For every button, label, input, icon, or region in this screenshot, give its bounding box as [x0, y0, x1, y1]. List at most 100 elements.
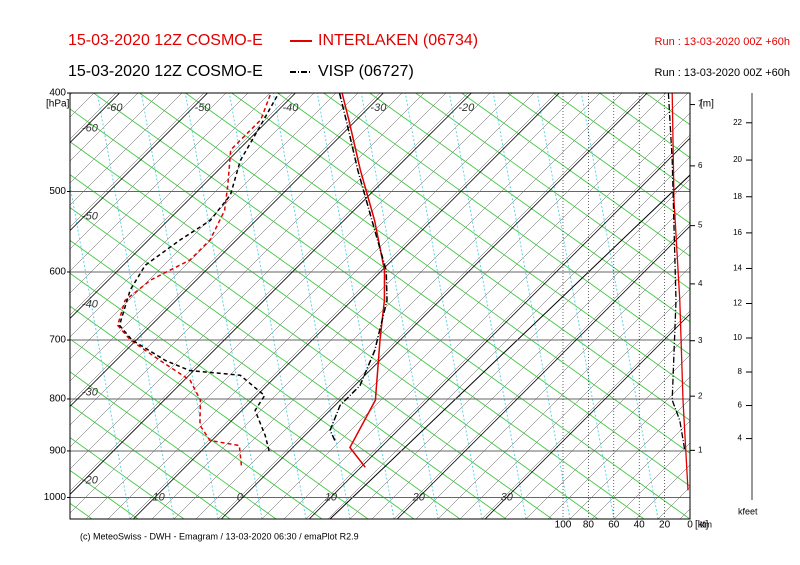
- isotherm-label: -60: [107, 102, 124, 114]
- height-unit: kfeet: [738, 506, 758, 516]
- height-unit: km: [700, 519, 712, 529]
- mixing-ratio: [316, 93, 395, 519]
- dry-adiabat: [231, 93, 690, 421]
- isotherm: [133, 93, 560, 519]
- dry-adiabat: [70, 272, 415, 519]
- isotherm: [70, 93, 384, 407]
- dry-adiabat: [70, 404, 231, 519]
- dry-adiabat: [369, 93, 690, 323]
- background-isotherm: [85, 93, 513, 519]
- background-isotherm: [591, 420, 690, 519]
- background-isotherm: [746, 93, 800, 519]
- wind-speed-profile: [671, 93, 689, 491]
- background-isotherm: [239, 93, 667, 519]
- background-isotherm: [70, 93, 359, 382]
- background-isotherm: [70, 93, 95, 118]
- y-tick-label: 800: [49, 394, 66, 405]
- wind-tick-label: 0: [687, 520, 693, 531]
- dry-adiabat: [461, 93, 690, 257]
- background-isotherm: [70, 93, 161, 184]
- isotherm-label: -30: [82, 386, 99, 398]
- background-isotherm: [635, 464, 690, 519]
- kfeet-tick-label: 6: [738, 401, 743, 410]
- plot-grid: [0, 93, 800, 519]
- y-tick-label: 1000: [44, 492, 67, 503]
- background-isotherm: [70, 93, 249, 272]
- background-isotherm: [70, 93, 447, 470]
- kfeet-tick-label: 16: [733, 228, 742, 237]
- dry-adiabat: [70, 141, 599, 519]
- isotherm: [484, 313, 690, 519]
- y-tick-label: 600: [49, 267, 66, 278]
- kfeet-tick-label: 12: [733, 299, 742, 308]
- isotherm-label: -40: [82, 298, 99, 310]
- background-isotherm: [70, 93, 491, 514]
- dry-adiabat: [415, 93, 690, 290]
- isotherm: [70, 93, 208, 232]
- background-isotherm: [107, 93, 535, 519]
- dry-adiabat: [70, 502, 93, 519]
- isotherm-label: -10: [149, 491, 166, 503]
- background-isotherm: [70, 93, 139, 162]
- isotherm-label: 10: [325, 491, 338, 503]
- isotherm: [70, 93, 472, 495]
- background-isotherm: [503, 332, 690, 519]
- dry-adiabat: [784, 93, 800, 519]
- dry-adiabat: [70, 437, 185, 519]
- km-tick-label: 4: [698, 279, 703, 288]
- temperature-profile: [329, 93, 388, 441]
- dry-adiabat: [323, 93, 690, 356]
- background-isotherm: [70, 93, 227, 250]
- labels: 15-03-2020 12Z COSMO-E INTERLAKEN (06734…: [44, 32, 790, 541]
- background-isotherm: [195, 93, 623, 519]
- isotherm-label: -30: [370, 102, 387, 114]
- wind-tick-label: 80: [583, 520, 595, 531]
- background-isotherm: [70, 93, 425, 448]
- km-tick-label: 5: [698, 221, 703, 230]
- station-title: 15-03-2020 12Z COSMO-E: [68, 32, 263, 49]
- km-tick-label: 2: [698, 391, 703, 400]
- isotherm: [308, 137, 690, 519]
- mixing-ratio: [70, 182, 131, 519]
- km-tick-label: 7: [698, 100, 703, 109]
- mixing-ratio: [228, 93, 307, 519]
- background-isotherm: [0, 93, 50, 519]
- background-isotherm: [0, 93, 6, 519]
- background-isotherm: [459, 288, 690, 519]
- y-tick-label: 500: [49, 186, 66, 197]
- kfeet-tick-label: 8: [738, 367, 743, 376]
- run-info: Run : 13-03-2020 00Z +60h: [655, 36, 790, 48]
- footer: (c) MeteoSwiss - DWH - Emagram / 13-03-2…: [80, 531, 359, 541]
- dry-adiabat: [70, 338, 323, 519]
- isotherm-label: -50: [82, 210, 99, 222]
- kfeet-tick-label: 22: [733, 118, 742, 127]
- background-isotherm: [393, 222, 690, 519]
- wind-tick-label: 60: [608, 520, 620, 531]
- kfeet-tick-label: 14: [733, 264, 742, 273]
- background-isotherm: [173, 93, 601, 519]
- wind-speed-profile: [667, 93, 686, 452]
- kfeet-tick-label: 10: [733, 333, 742, 342]
- kfeet-tick-label: 20: [733, 155, 742, 164]
- mixing-ratio: [184, 93, 263, 519]
- background-isotherm: [547, 376, 690, 519]
- legend-entry: INTERLAKEN (06734): [318, 32, 478, 49]
- dry-adiabat: [70, 174, 553, 519]
- station-title: 15-03-2020 12Z COSMO-E: [68, 63, 263, 80]
- mixing-ratio: [492, 93, 571, 519]
- wind-axis-label: [kt]: [695, 520, 709, 531]
- background-isotherm: [305, 134, 690, 519]
- background-isotherm: [283, 112, 690, 519]
- background-isotherm: [415, 244, 690, 519]
- background-isotherm: [129, 93, 557, 519]
- y-tick-label: 400: [49, 88, 66, 99]
- background-isotherm: [70, 93, 293, 316]
- background-isotherm: [70, 93, 469, 492]
- background-isotherm: [70, 93, 183, 206]
- kfeet-tick-label: 4: [738, 434, 743, 443]
- dry-adiabat: [507, 93, 690, 224]
- background-isotherm: [525, 354, 690, 519]
- background-isotherm: [657, 486, 690, 519]
- run-info: Run : 13-03-2020 00Z +60h: [655, 67, 790, 79]
